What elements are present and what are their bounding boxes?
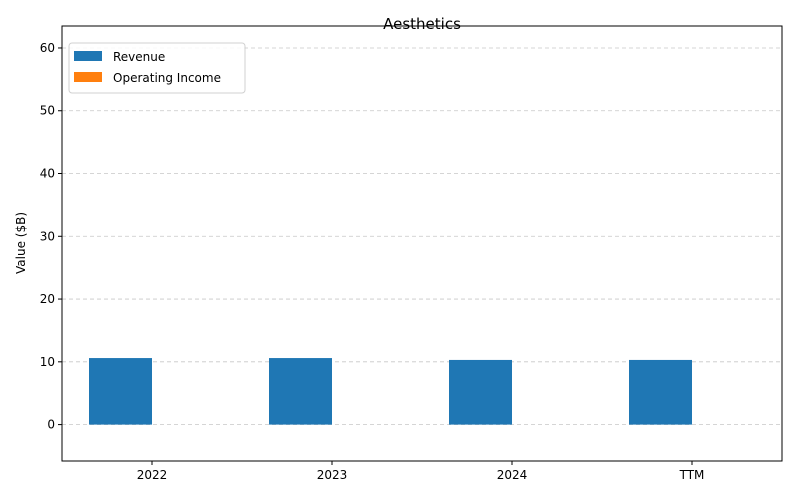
x-tick-label: 2022 <box>137 468 168 482</box>
y-tick-label: 30 <box>40 229 55 243</box>
legend: Revenue Operating Income <box>68 42 246 94</box>
bar-revenue-2022 <box>89 358 152 425</box>
legend-label: Operating Income <box>113 71 221 85</box>
bar-revenue-2023 <box>269 358 332 425</box>
legend-swatch <box>74 72 102 82</box>
x-tick-label: TTM <box>679 468 705 482</box>
legend-label: Revenue <box>113 50 165 64</box>
y-tick-label: 60 <box>40 41 55 55</box>
x-ticks: 2022 2023 2024 TTM <box>137 461 705 482</box>
x-tick-label: 2023 <box>317 468 348 482</box>
legend-box <box>68 42 246 94</box>
chart-title: Aesthetics <box>383 15 461 33</box>
bar-revenue-2024 <box>449 359 512 425</box>
legend-swatch <box>74 51 102 61</box>
bars <box>89 358 692 425</box>
y-ticks: 0 10 20 30 40 50 60 <box>40 41 62 432</box>
y-tick-label: 20 <box>40 292 55 306</box>
y-tick-label: 40 <box>40 167 55 181</box>
y-tick-label: 0 <box>47 418 55 432</box>
y-axis-label: Value ($B) <box>14 212 28 274</box>
y-tick-label: 10 <box>40 355 55 369</box>
bar-revenue-ttm <box>629 359 692 425</box>
y-tick-label: 50 <box>40 104 55 118</box>
x-tick-label: 2024 <box>497 468 528 482</box>
plot-frame <box>61 25 783 462</box>
